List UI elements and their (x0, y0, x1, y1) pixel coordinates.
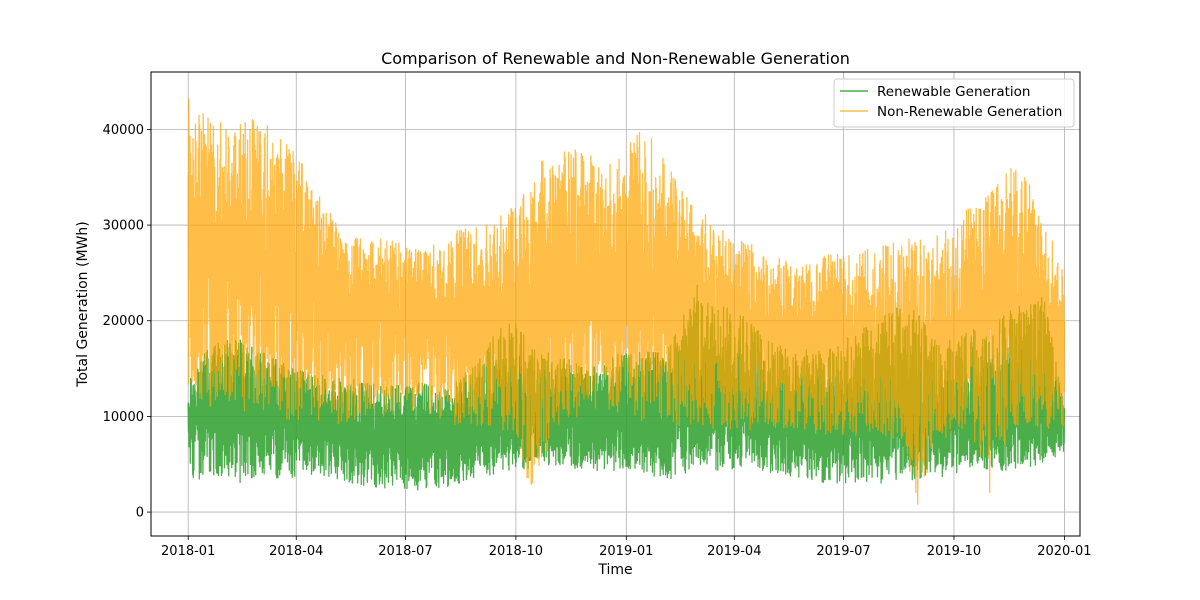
y-tick-label: 40000 (103, 123, 144, 138)
y-tick-label: 30000 (103, 219, 144, 234)
x-tick-label: 2019-01 (599, 544, 653, 559)
series-line-1 (187, 98, 1066, 505)
legend-box (833, 78, 1075, 128)
series-layer (187, 98, 1066, 505)
x-tick-label: 2019-07 (816, 544, 870, 559)
plot-frame (150, 71, 1081, 537)
chart-title: Comparison of Renewable and Non-Renewabl… (381, 49, 850, 68)
y-tick-label: 0 (136, 506, 144, 521)
x-tick-label: 2018-04 (269, 544, 323, 559)
x-tick-label: 2018-01 (161, 544, 215, 559)
legend-label-1: Non-Renewable Generation (877, 104, 1062, 120)
x-tick-label: 2018-10 (489, 544, 543, 559)
x-tick-label: 2018-07 (378, 544, 432, 559)
x-tick-label: 2020-01 (1037, 544, 1091, 559)
axis-ticks: 2018-01 2018-04 2018-07 2018-10 2019-01 2019-… (103, 123, 1092, 559)
legend: Renewable Generation Non-Renewable Genera… (833, 78, 1075, 128)
x-axis-label: Time (597, 562, 632, 578)
x-tick-label: 2019-10 (927, 544, 981, 559)
y-axis-label: Total Generation (MWh) (75, 221, 91, 387)
legend-label-0: Renewable Generation (877, 84, 1030, 100)
y-tick-label: 10000 (103, 410, 144, 425)
y-tick-label: 20000 (103, 314, 144, 329)
x-tick-label: 2019-04 (707, 544, 761, 559)
